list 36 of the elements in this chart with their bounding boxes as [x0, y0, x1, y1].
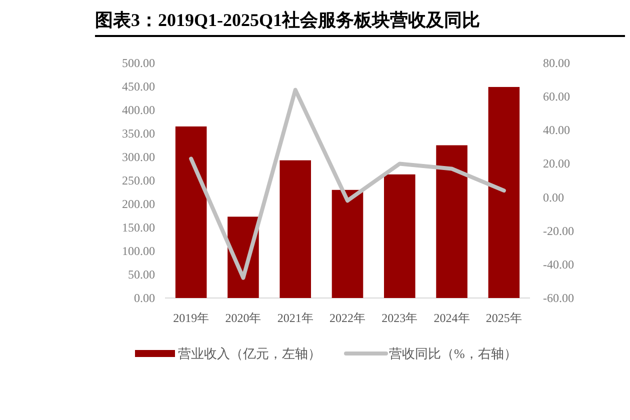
- x-tick-label: 2021年: [277, 311, 314, 325]
- x-tick-label: 2019年: [173, 311, 210, 325]
- y2-tick-label: 80.00: [543, 56, 570, 70]
- y-tick-label: 150.00: [122, 220, 155, 234]
- y2-tick-label: -20.00: [543, 224, 574, 238]
- legend-label: 营收同比（%，右轴）: [389, 346, 517, 361]
- y2-tick-label: 60.00: [543, 90, 570, 104]
- bar: [175, 126, 207, 298]
- bar: [384, 174, 416, 298]
- chart-title: 图表3：2019Q1-2025Q1社会服务板块营收及同比: [95, 10, 480, 30]
- legend-label: 营业收入（亿元，左轴）: [178, 346, 321, 361]
- bar: [436, 145, 468, 298]
- bar: [488, 86, 520, 298]
- y-tick-label: 0.00: [134, 291, 155, 305]
- y-tick-label: 250.00: [122, 174, 155, 188]
- y-tick-label: 500.00: [122, 56, 155, 70]
- y-tick-label: 50.00: [128, 268, 155, 282]
- line-series: [189, 88, 506, 280]
- y-tick-label: 300.00: [122, 150, 155, 164]
- x-tick-label: 2024年: [434, 311, 470, 325]
- y2-tick-label: 40.00: [543, 123, 570, 138]
- y2-tick-label: -60.00: [543, 291, 574, 305]
- y-tick-label: 100.00: [122, 244, 155, 258]
- x-tick-label: 2020年: [225, 311, 262, 325]
- y2-tick-label: -40.00: [543, 257, 574, 272]
- y2-tick-label: 0.00: [543, 190, 564, 204]
- x-tick-label: 2023年: [382, 311, 418, 325]
- y-tick-label: 200.00: [122, 197, 155, 211]
- x-tick-label: 2022年: [330, 311, 366, 325]
- bar: [280, 160, 311, 298]
- y-tick-label: 450.00: [122, 80, 155, 94]
- y-tick-label: 350.00: [122, 126, 155, 140]
- y-tick-label: 400.00: [122, 103, 155, 117]
- bar: [332, 190, 364, 298]
- x-tick-label: 2025年: [486, 311, 522, 325]
- y2-tick-label: 20.00: [543, 156, 570, 171]
